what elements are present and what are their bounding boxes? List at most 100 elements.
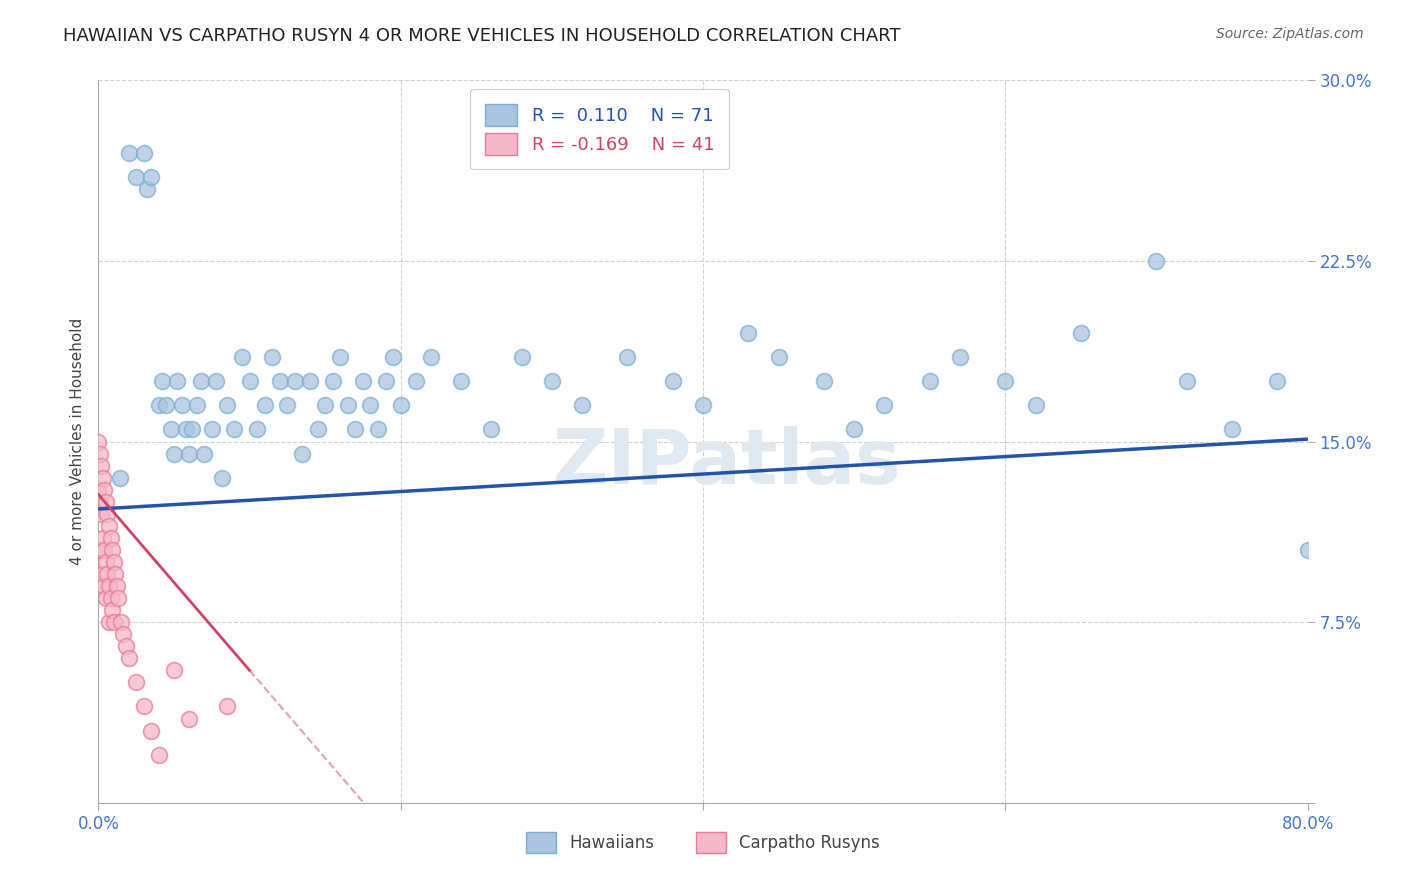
Point [163, 446, 186, 460]
Point [132, 145, 155, 160]
Point [269, 374, 291, 388]
Point [352, 374, 374, 388]
Point [949, 350, 972, 364]
Point [405, 374, 427, 388]
Point [91, 470, 114, 484]
Point [91, 567, 114, 582]
Point [174, 422, 197, 436]
Point [166, 374, 188, 388]
Point [211, 470, 233, 484]
Point [571, 398, 593, 412]
Point [239, 374, 262, 388]
Point [1267, 374, 1289, 388]
Point [374, 374, 396, 388]
Point [360, 398, 382, 412]
Point [382, 350, 405, 364]
Point [141, 169, 163, 184]
Point [329, 350, 352, 364]
Point [450, 374, 472, 388]
Point [110, 615, 132, 630]
Point [90, 507, 112, 521]
Point [125, 675, 148, 690]
Point [1070, 326, 1092, 340]
Point [141, 723, 163, 738]
Point [94, 591, 117, 605]
Point [163, 664, 186, 678]
Point [284, 374, 307, 388]
Point [367, 422, 389, 436]
Point [389, 398, 412, 412]
Point [179, 712, 201, 726]
Point [186, 398, 208, 412]
Point [105, 579, 128, 593]
Point [89, 446, 111, 460]
Point [91, 531, 114, 545]
Text: ZIPatlas: ZIPatlas [553, 426, 901, 500]
Point [118, 145, 141, 160]
Point [94, 494, 117, 508]
Point [540, 374, 562, 388]
Point [1296, 542, 1319, 557]
Point [100, 531, 122, 545]
Point [262, 350, 284, 364]
Point [253, 398, 276, 412]
Point [299, 374, 322, 388]
Y-axis label: 4 or more Vehicles in Household: 4 or more Vehicles in Household [69, 318, 84, 566]
Point [118, 651, 141, 665]
Point [190, 374, 212, 388]
Point [994, 374, 1017, 388]
Point [93, 542, 115, 557]
Point [661, 374, 683, 388]
Point [307, 422, 329, 436]
Point [101, 542, 124, 557]
Point [89, 494, 111, 508]
Point [148, 398, 170, 412]
Point [201, 422, 224, 436]
Point [94, 555, 117, 569]
Point [510, 350, 533, 364]
Point [873, 398, 896, 412]
Point [132, 699, 155, 714]
Point [104, 567, 127, 582]
Point [155, 398, 177, 412]
Point [103, 555, 125, 569]
Point [148, 747, 170, 762]
Point [103, 615, 125, 630]
Point [215, 699, 238, 714]
Point [314, 398, 336, 412]
Point [160, 422, 183, 436]
Point [813, 374, 835, 388]
Point [616, 350, 638, 364]
Point [111, 627, 134, 641]
Point [737, 326, 759, 340]
Point [150, 374, 173, 388]
Point [181, 422, 204, 436]
Point [107, 591, 129, 605]
Point [193, 446, 215, 460]
Point [93, 579, 115, 593]
Point [96, 567, 118, 582]
Point [215, 398, 238, 412]
Point [98, 579, 121, 593]
Point [87, 434, 110, 449]
Point [108, 470, 131, 484]
Text: HAWAIIAN VS CARPATHO RUSYN 4 OR MORE VEHICLES IN HOUSEHOLD CORRELATION CHART: HAWAIIAN VS CARPATHO RUSYN 4 OR MORE VEH… [63, 27, 901, 45]
Point [98, 615, 121, 630]
Point [205, 374, 228, 388]
Point [96, 507, 118, 521]
Point [918, 374, 941, 388]
Point [231, 350, 253, 364]
Point [1144, 253, 1167, 268]
Point [1220, 422, 1243, 436]
Point [276, 398, 298, 412]
Point [90, 542, 112, 557]
Point [246, 422, 269, 436]
Point [420, 350, 443, 364]
Point [322, 374, 344, 388]
Point [481, 422, 503, 436]
Point [291, 446, 314, 460]
Legend: Hawaiians, Carpatho Rusyns: Hawaiians, Carpatho Rusyns [519, 826, 887, 860]
Point [135, 181, 157, 195]
Point [336, 398, 359, 412]
Point [114, 639, 136, 653]
